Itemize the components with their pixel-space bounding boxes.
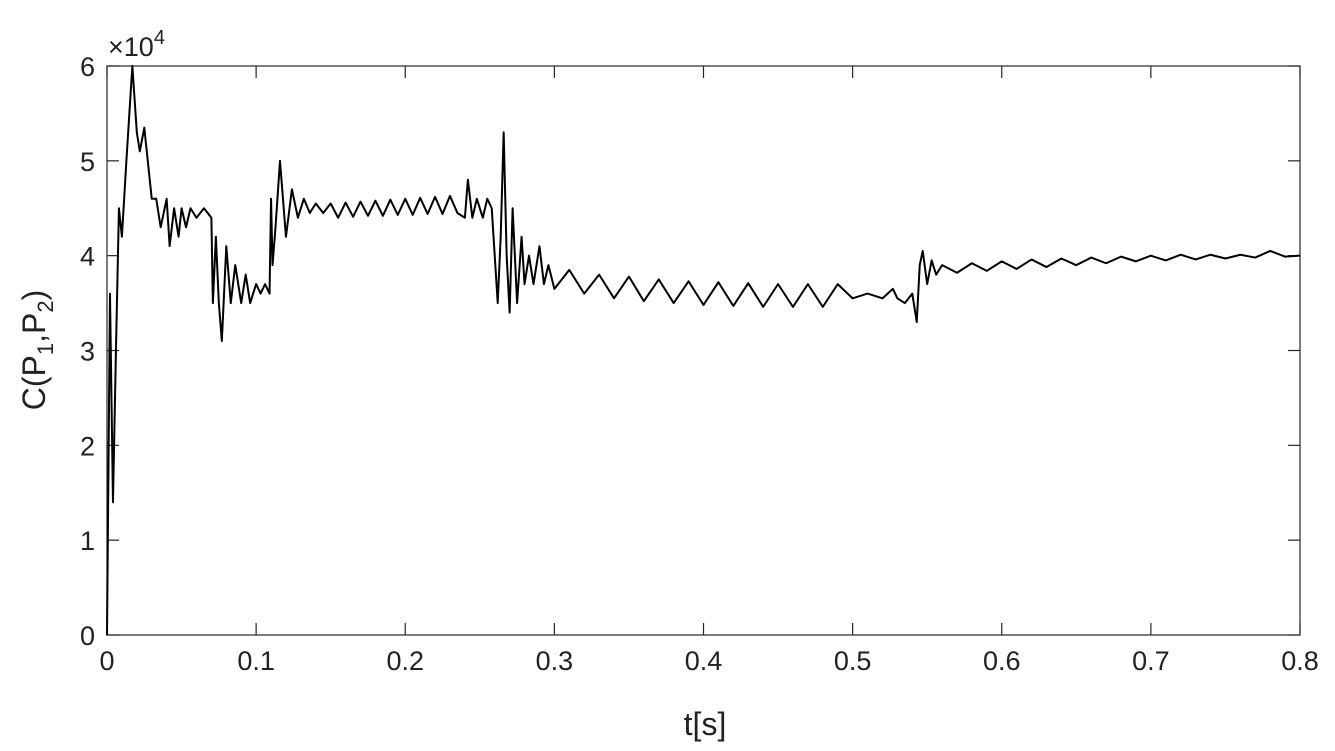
y-label-part: ) xyxy=(16,290,52,301)
y-tick-label: 1 xyxy=(80,526,95,556)
y-axis-label: C(P1,P2) xyxy=(16,290,58,411)
x-tick-label: 0 xyxy=(99,646,114,676)
axes-box xyxy=(106,65,1301,636)
x-tick-label: 0.5 xyxy=(834,646,872,676)
x-tick-label: 0.2 xyxy=(386,646,424,676)
y-multiplier: ×104 xyxy=(108,27,165,62)
y-tick-label: 2 xyxy=(80,431,95,461)
x-tick-label: 0.3 xyxy=(536,646,574,676)
x-axis-label: t[s] xyxy=(684,706,727,742)
y-tick-label: 4 xyxy=(80,242,95,272)
y-label-subscript: 2 xyxy=(33,300,58,312)
x-tick-label: 0.4 xyxy=(685,646,723,676)
y-tick-label: 3 xyxy=(80,337,95,367)
x-tick-label: 0.6 xyxy=(983,646,1021,676)
y-label-part: C(P xyxy=(16,355,52,410)
x-tick-label: 0.8 xyxy=(1281,646,1319,676)
x-tick-label: 0.1 xyxy=(237,646,275,676)
y-tick-label: 6 xyxy=(80,52,95,82)
y-tick-label: 5 xyxy=(80,147,95,177)
multiplier-exponent: 4 xyxy=(154,27,165,49)
x-tick-label: 0.7 xyxy=(1132,646,1170,676)
y-label-subscript: 1 xyxy=(33,343,58,355)
multiplier-base: ×10 xyxy=(108,32,154,62)
y-label-part: ,P xyxy=(16,313,52,343)
data-line xyxy=(106,65,1301,636)
y-tick-label: 0 xyxy=(80,621,95,651)
